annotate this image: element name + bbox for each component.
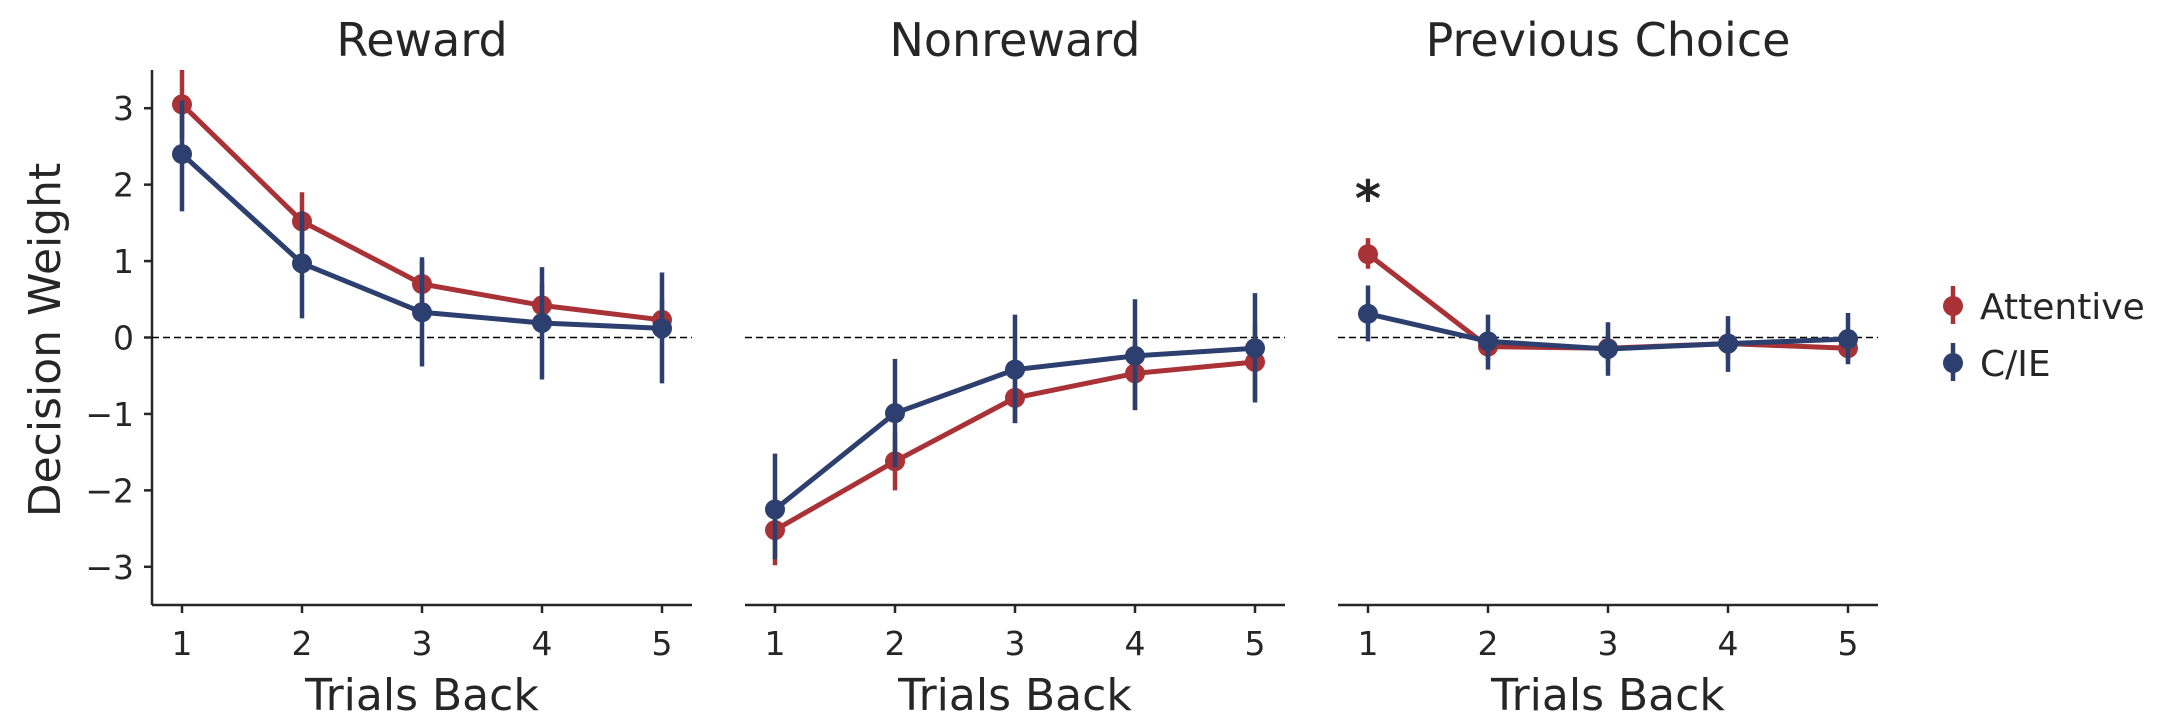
x-axis-label: Trials Back: [1490, 670, 1725, 720]
panel-title: Previous Choice: [1426, 13, 1791, 67]
data-point: [1718, 333, 1738, 354]
panel-title: Reward: [336, 13, 507, 67]
data-point: [765, 499, 785, 520]
x-tick-label: 5: [1245, 624, 1266, 663]
legend-entry-cie: C/IE: [1943, 343, 2051, 385]
data-point: [1358, 303, 1378, 324]
series-c-ie: [1358, 285, 1858, 376]
x-tick-label: 2: [1478, 624, 1499, 663]
data-point: [1478, 331, 1498, 352]
legend-marker-cie: [1943, 353, 1963, 373]
significance-annotation: *: [1355, 170, 1381, 228]
y-tick-label: 2: [113, 166, 134, 205]
legend: Attentive C/IE: [1943, 286, 2145, 385]
y-tick-label: −2: [85, 471, 134, 510]
x-tick-label: 3: [412, 624, 433, 663]
y-axis-label: Decision Weight: [20, 163, 71, 518]
panel-title: Nonreward: [889, 13, 1140, 67]
x-tick-label: 2: [885, 624, 906, 663]
x-tick-label: 2: [292, 624, 313, 663]
x-tick-label: 1: [1358, 624, 1379, 663]
data-point: [885, 403, 905, 424]
y-tick-label: 1: [113, 242, 134, 281]
data-point: [1838, 329, 1858, 350]
y-tick-label: −3: [85, 548, 134, 587]
x-tick-label: 3: [1005, 624, 1026, 663]
panel-nonreward: Nonreward 1 2 3 4 5 Trials Back: [745, 13, 1285, 720]
legend-marker-attentive: [1943, 296, 1963, 316]
x-tick-label: 4: [532, 624, 553, 663]
x-axis-label: Trials Back: [304, 670, 539, 720]
data-point: [652, 318, 672, 339]
data-point: [1245, 338, 1265, 359]
data-point: [1125, 345, 1145, 366]
data-point: [412, 302, 432, 323]
y-tick-label: 3: [113, 89, 134, 128]
legend-label-cie: C/IE: [1980, 344, 2051, 385]
data-point: [172, 144, 192, 165]
legend-label-attentive: Attentive: [1980, 287, 2145, 328]
y-tick-label: 0: [113, 319, 134, 358]
x-tick-label: 5: [1838, 624, 1859, 663]
data-point: [1598, 338, 1618, 359]
x-axis-label: Trials Back: [897, 670, 1132, 720]
series-c-ie: [172, 100, 672, 384]
series-c-ie: [765, 293, 1265, 560]
x-tick-label: 5: [652, 624, 673, 663]
data-point: [292, 253, 312, 274]
x-tick-label: 4: [1718, 624, 1739, 663]
x-tick-label: 3: [1598, 624, 1619, 663]
legend-entry-attentive: Attentive: [1943, 286, 2145, 328]
x-tick-label: 1: [172, 624, 193, 663]
panel-previous-choice: Previous Choice 1 2 3 4 5 Trials Back *: [1338, 13, 1878, 720]
data-point: [532, 312, 552, 333]
x-tick-label: 4: [1125, 624, 1146, 663]
x-tick-label: 1: [765, 624, 786, 663]
y-tick-label: −1: [85, 395, 134, 434]
data-point: [1005, 359, 1025, 380]
data-point: [1358, 244, 1378, 265]
panel-reward: Reward −3 −2 −1 0 1 2 3 1 2 3 4 5 Trials Back: [85, 13, 692, 720]
